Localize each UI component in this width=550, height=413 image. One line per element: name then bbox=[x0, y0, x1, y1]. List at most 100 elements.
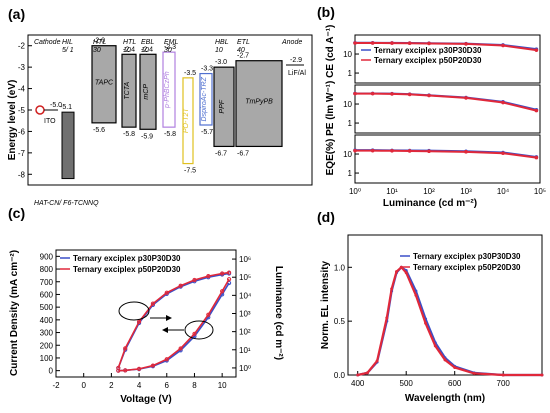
c-point bbox=[116, 365, 121, 371]
layer-homo-label: -5.1 bbox=[60, 104, 72, 111]
c-ytick-label: 0 bbox=[49, 367, 54, 376]
c-point bbox=[178, 283, 183, 288]
d-point bbox=[375, 359, 379, 363]
c-oval-luminance bbox=[118, 301, 150, 321]
b-xtick-label: 10⁴ bbox=[497, 187, 510, 196]
layer-material: TCTA bbox=[124, 82, 131, 100]
d-point bbox=[453, 365, 457, 369]
d-xtick-label: 700 bbox=[497, 379, 511, 388]
layer-thickness: 10 bbox=[123, 47, 131, 54]
b-xlabel: Luminance (cd m⁻²) bbox=[383, 198, 477, 209]
b-point bbox=[427, 149, 431, 154]
b-point bbox=[370, 41, 375, 45]
layer-thickness: 30 bbox=[93, 47, 101, 54]
b-ytick-label: 10 bbox=[343, 50, 352, 59]
d-xtick-label: 600 bbox=[448, 379, 462, 388]
c-point bbox=[220, 289, 225, 294]
layer-name: ETL bbox=[237, 39, 250, 46]
d-frame bbox=[347, 234, 543, 376]
d-point bbox=[395, 270, 398, 274]
c-ylabel: Current Density (mA cm⁻²) bbox=[9, 250, 20, 376]
c-point bbox=[164, 290, 169, 295]
c-point bbox=[206, 312, 211, 317]
cathode-name: ITO bbox=[44, 118, 56, 125]
layer-lumo-label: -2.3 bbox=[164, 44, 176, 51]
b-point bbox=[501, 100, 505, 105]
c-y2tick-label: 10⁵ bbox=[239, 273, 251, 282]
layer-homo-label: -5.7 bbox=[201, 129, 213, 136]
layer-lumo-label: -3.5 bbox=[184, 70, 196, 77]
b-xtick-label: 10⁰ bbox=[349, 187, 361, 196]
a-ytick-label: -5 bbox=[18, 106, 26, 115]
c-legend-label: Ternary exciplex p50P20D30 bbox=[73, 265, 181, 274]
panel-label-d: (d) bbox=[317, 209, 335, 225]
panel-label-c: (c) bbox=[8, 205, 25, 221]
anode-label: Anode bbox=[281, 39, 302, 46]
c-point bbox=[192, 331, 197, 336]
b-xtick-label: 10³ bbox=[460, 187, 472, 196]
d-legend-label: Ternary exciplex p50P20D30 bbox=[413, 263, 521, 272]
b-eqe-series-2 bbox=[355, 149, 537, 159]
b-point bbox=[370, 148, 375, 153]
d-point bbox=[404, 271, 408, 275]
b-point bbox=[353, 41, 357, 45]
c-point bbox=[123, 368, 128, 373]
b-ytick-label: 1 bbox=[348, 119, 353, 128]
energy-level-diagram: Energy level (eV) -2 -3 -4 -5 -6 -7 -8 Cathode… bbox=[7, 34, 313, 207]
b-legend-label: Ternary exciplex p50P20D30 bbox=[374, 56, 482, 65]
c-point bbox=[178, 346, 183, 351]
d-xtick-label: 500 bbox=[400, 379, 414, 388]
d-ylabel: Norm. EL intensity bbox=[320, 260, 331, 349]
c-y2tick-label: 10⁰ bbox=[239, 364, 251, 373]
a-ytick-label: -6 bbox=[18, 127, 26, 136]
c-ytick-label: 500 bbox=[40, 303, 54, 312]
d-ytick-label: 1.0 bbox=[334, 263, 346, 272]
b-xtick-label: 10² bbox=[423, 187, 435, 196]
d-point bbox=[390, 287, 394, 291]
layer-thickness: 10 bbox=[215, 47, 223, 54]
layer-name: EML bbox=[164, 39, 179, 46]
c-oval-current bbox=[184, 320, 214, 340]
layer-hil bbox=[61, 111, 75, 180]
c-luminance-series-4 bbox=[117, 271, 230, 369]
diagram-ylabel: Energy level (eV) bbox=[7, 80, 18, 161]
layer-box bbox=[121, 53, 137, 128]
c-legend-label: Ternary exciplex p30P30D30 bbox=[73, 254, 181, 263]
layer-homo-label: -6.7 bbox=[237, 150, 249, 157]
layer-material: TAPC bbox=[95, 79, 114, 86]
c-point bbox=[220, 271, 225, 276]
layer-homo-label: -5.8 bbox=[164, 131, 176, 138]
hil-material: HAT-CN/ F6-TCNNQ bbox=[34, 200, 99, 207]
layer-thickness: 10 bbox=[141, 47, 149, 54]
b-point bbox=[407, 41, 412, 46]
c-xtick-label: 4 bbox=[137, 381, 142, 390]
c-arrow-left-head bbox=[162, 327, 168, 333]
c-ytick-label: 600 bbox=[40, 290, 54, 299]
b-point bbox=[534, 48, 539, 52]
layer-material: DspiroAc-TRZ bbox=[201, 76, 208, 121]
d-point bbox=[365, 371, 369, 375]
a-ytick-label: -8 bbox=[18, 170, 26, 179]
b-point bbox=[534, 155, 539, 160]
c-point bbox=[206, 274, 211, 279]
b-subplot-frame bbox=[354, 34, 541, 84]
layer-name: HTL bbox=[93, 39, 106, 46]
b-point bbox=[501, 43, 505, 48]
c-xtick-label: 2 bbox=[109, 381, 114, 390]
layer-box bbox=[139, 53, 157, 130]
panel-label-a: (a) bbox=[8, 6, 25, 22]
b-xtick-label: 10¹ bbox=[386, 187, 398, 196]
c-ytick-label: 200 bbox=[40, 341, 54, 350]
d-point bbox=[501, 373, 505, 377]
c-xtick-label: 10 bbox=[218, 381, 227, 390]
layer-lumo-label: -2.0 bbox=[93, 38, 105, 45]
layer-box bbox=[162, 51, 176, 128]
b-subplot-frame bbox=[354, 84, 541, 134]
b-point bbox=[390, 92, 394, 96]
el-spectrum-chart: 400 500 600 700 0.0 0.5 1.0 Ternary exciplex p… bbox=[320, 234, 544, 404]
layer-thickness: 40 bbox=[237, 47, 245, 54]
b-ce-series-2 bbox=[355, 41, 537, 52]
layer-thickness: 30 bbox=[164, 47, 172, 54]
panel-label-b: (b) bbox=[317, 4, 335, 20]
